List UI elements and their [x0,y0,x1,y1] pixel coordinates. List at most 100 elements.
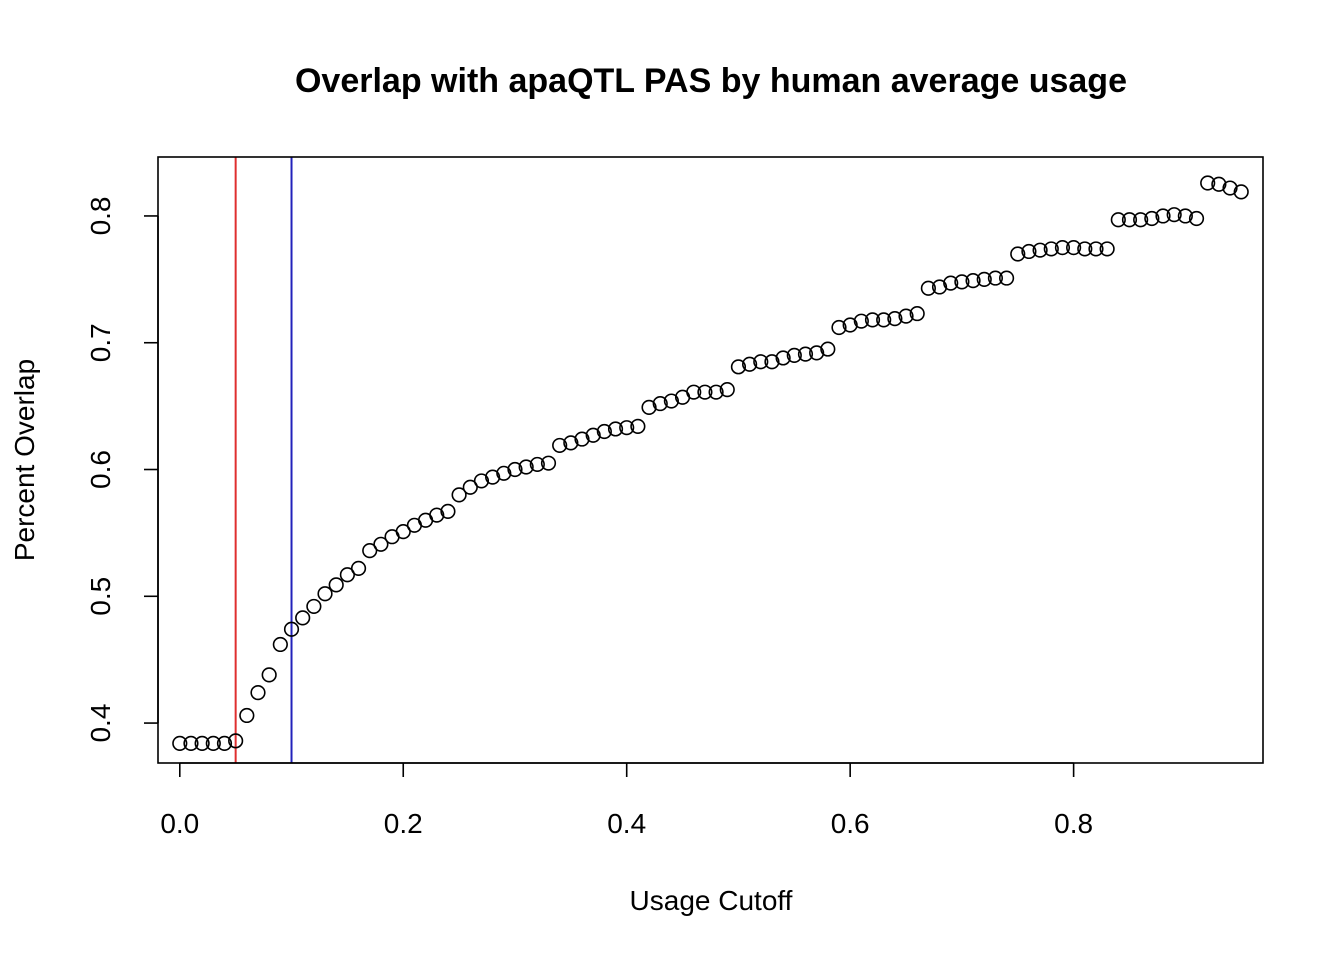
reference-lines [234,157,293,763]
chart-title: Overlap with apaQTL PAS by human average… [295,62,1127,100]
y-tick-label: 0.5 [85,577,116,616]
data-point [909,305,925,322]
data-point [261,667,277,683]
data-point [1177,208,1193,224]
data-point [395,524,411,540]
data-point [373,536,389,552]
data-point [663,393,679,409]
data-point [753,354,769,370]
data-point [730,359,747,375]
data-point [831,319,847,336]
data-point [786,347,802,364]
data-point [931,279,948,295]
data-point [272,636,288,653]
data-point [898,308,914,324]
data-point [1121,212,1138,228]
data-point [451,487,467,503]
data-point [205,735,221,751]
x-tick-label: 0.6 [831,808,870,839]
data-point [518,459,534,475]
data-point [1010,246,1026,262]
x-axis-label: Usage Cutoff [630,885,793,916]
x-tick-label: 0.2 [384,808,423,839]
data-point [876,312,892,328]
data-point [864,312,881,328]
x-tick-label: 0.4 [607,808,646,839]
data-point [529,456,545,473]
data-point [1166,207,1182,223]
data-point [697,384,713,400]
plot-frame [157,156,1264,764]
y-tick-label: 0.7 [85,323,116,362]
data-point [563,435,579,451]
y-axis: 0.4 0.5 0.6 0.7 0.8 [85,196,159,743]
data-point [1211,176,1227,192]
data-point [797,346,814,362]
data-point [842,317,858,333]
data-point [1043,241,1059,257]
data-point [250,685,266,701]
data-point [183,735,199,751]
data-point [775,350,791,366]
data-point [328,577,344,593]
data-point [1099,241,1115,257]
data-point [965,273,981,289]
data-point [473,473,490,489]
data-point [239,707,255,724]
data-point [1133,212,1149,228]
data-point [920,280,936,296]
data-point [853,313,869,329]
data-point [1144,210,1160,227]
data-point [496,465,512,481]
data-point [485,469,501,485]
y-tick-label: 0.6 [85,450,116,489]
data-point [652,395,668,412]
data-point [1021,243,1037,260]
data-point [630,418,646,435]
data-point [820,341,836,357]
y-tick-label: 0.4 [85,704,116,743]
data-point [306,598,322,615]
data-point [552,437,568,454]
data-point [1066,240,1082,256]
data-points [172,175,1249,751]
data-point [1222,180,1238,196]
data-point [686,384,702,400]
data-point [462,479,478,495]
x-axis: 0.0 0.2 0.4 0.6 0.8 [160,762,1093,839]
data-point [585,427,601,443]
data-point [708,384,724,400]
data-point [362,543,378,559]
data-point [607,421,624,437]
data-point [228,733,244,749]
data-point [943,275,959,291]
y-axis-label: Percent Overlap [9,359,40,561]
y-tick-label: 0.8 [85,196,116,235]
data-point [742,356,758,372]
data-point [887,311,903,327]
data-point [339,567,355,583]
data-point [1188,210,1205,227]
data-point [809,345,825,361]
data-point [172,735,188,751]
x-tick-label: 0.8 [1054,808,1093,839]
data-point [540,455,557,471]
data-point [350,560,367,576]
data-point [719,382,735,398]
data-point [596,423,612,440]
data-point [1077,241,1093,257]
data-point [954,274,970,290]
data-point [574,431,590,447]
data-point [440,503,456,519]
data-point [1088,241,1104,257]
data-point [998,270,1015,286]
data-point [641,399,657,415]
data-point [194,735,210,751]
data-point [1110,212,1126,228]
data-point [764,354,780,370]
data-point [1200,175,1216,191]
data-point [1032,242,1048,258]
data-point [295,610,311,626]
data-point [976,271,992,287]
